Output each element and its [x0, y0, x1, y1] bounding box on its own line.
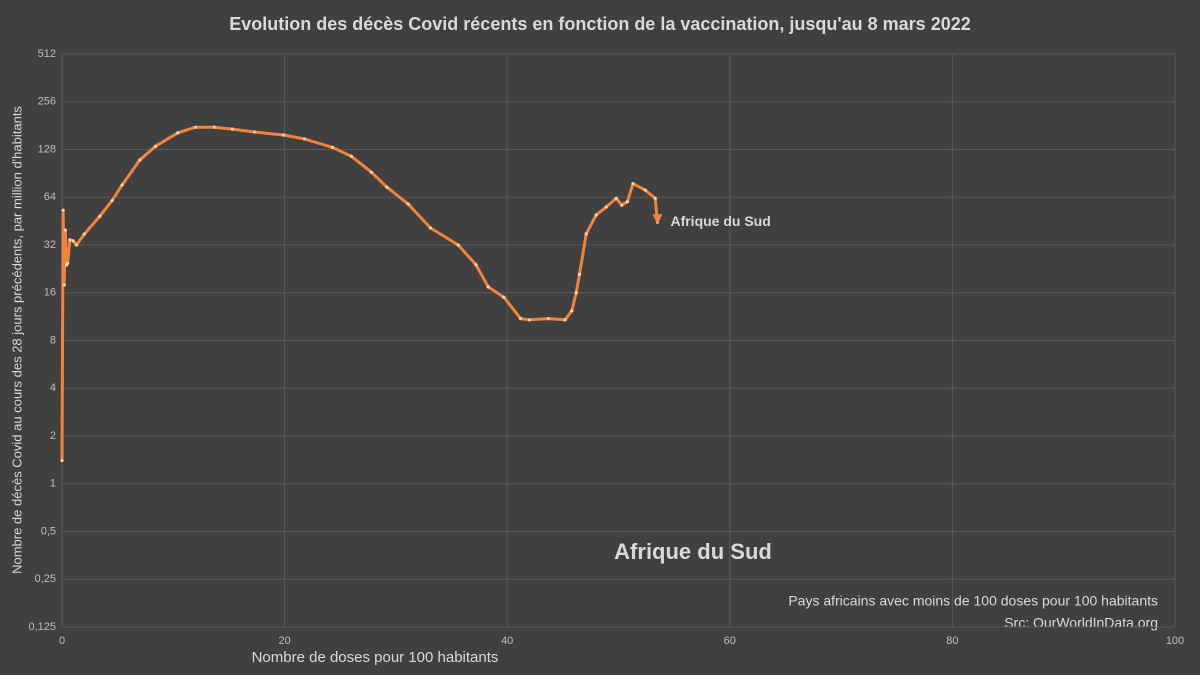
point — [653, 196, 657, 200]
series-label: Afrique du Sud — [670, 213, 770, 229]
chart-title: Evolution des décès Covid récents en fon… — [229, 14, 971, 34]
point — [594, 213, 598, 217]
point — [71, 239, 75, 243]
point — [574, 291, 578, 295]
point — [82, 232, 86, 236]
point — [252, 130, 257, 134]
point — [68, 238, 72, 242]
point — [570, 309, 574, 313]
point — [518, 316, 523, 321]
y-tick-label: 0,125 — [28, 621, 56, 633]
point — [230, 127, 234, 131]
y-axis-label: Nombre de décès Covid au cours des 28 jo… — [9, 106, 24, 574]
point — [456, 243, 460, 247]
y-tick-label: 4 — [50, 382, 56, 394]
y-tick-label: 512 — [38, 48, 56, 60]
point — [193, 125, 198, 129]
point — [60, 458, 64, 463]
point — [563, 318, 567, 322]
point — [546, 316, 550, 321]
point — [625, 200, 630, 204]
point — [281, 133, 286, 137]
y-tick-label: 64 — [44, 191, 56, 203]
point — [153, 144, 158, 148]
y-tick-label: 256 — [38, 96, 56, 108]
y-tick-label: 32 — [44, 239, 56, 251]
y-tick-label: 8 — [50, 334, 56, 346]
point — [584, 232, 588, 236]
x-tick-label: 80 — [946, 635, 958, 647]
point — [527, 318, 532, 322]
annotation: Pays africains avec moins de 100 doses p… — [788, 593, 1158, 609]
point — [643, 188, 647, 192]
point — [486, 285, 490, 289]
point — [330, 145, 335, 149]
point — [138, 158, 142, 162]
y-tick-label: 0,5 — [41, 525, 56, 537]
x-tick-label: 20 — [278, 635, 290, 647]
point — [369, 170, 374, 174]
y-tick-label: 16 — [44, 287, 56, 299]
point — [406, 202, 410, 206]
point — [98, 214, 102, 218]
point — [212, 125, 217, 129]
point — [303, 137, 307, 141]
point — [385, 185, 389, 189]
point — [474, 263, 478, 267]
point — [614, 196, 618, 200]
point — [120, 183, 124, 187]
y-tick-label: 1 — [50, 478, 56, 490]
point — [620, 203, 624, 207]
point — [65, 261, 70, 265]
point — [604, 205, 608, 209]
point — [428, 226, 433, 230]
x-tick-label: 0 — [59, 635, 65, 647]
point — [61, 208, 65, 212]
point — [349, 154, 353, 158]
annotation: Src: OurWorldInData.org — [1004, 615, 1158, 631]
y-tick-label: 128 — [38, 143, 56, 155]
point — [577, 272, 582, 276]
x-tick-label: 40 — [501, 635, 513, 647]
point — [74, 243, 79, 247]
point — [502, 295, 506, 299]
point — [176, 131, 180, 135]
y-tick-label: 0,25 — [35, 573, 56, 585]
point — [63, 228, 67, 232]
point — [62, 283, 66, 287]
arrow-head — [652, 214, 663, 225]
x-tick-label: 100 — [1166, 635, 1184, 647]
x-axis-label: Nombre de doses pour 100 habitants — [252, 649, 499, 666]
x-tick-label: 60 — [724, 635, 736, 647]
y-tick-label: 2 — [50, 430, 56, 442]
annotation: Afrique du Sud — [614, 539, 772, 564]
point — [631, 182, 635, 186]
point — [110, 198, 114, 203]
